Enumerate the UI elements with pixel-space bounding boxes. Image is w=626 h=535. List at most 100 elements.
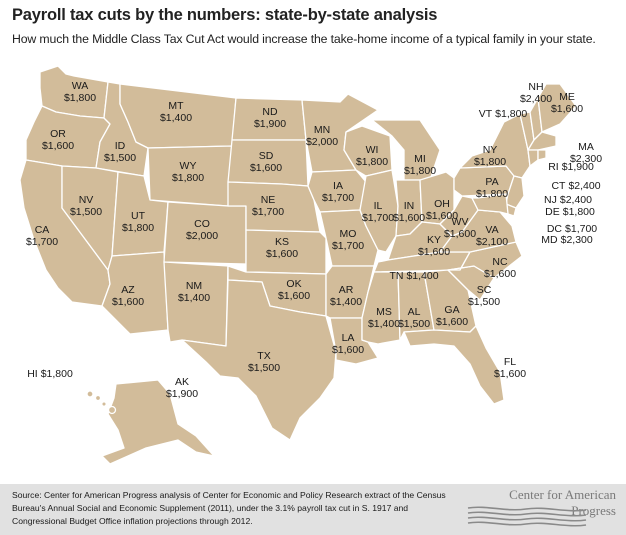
map-subtitle: How much the Middle Class Tax Cut Act wo…: [12, 32, 596, 46]
state-amount: $1,500: [467, 296, 501, 308]
state-label-nc: NC $1,600: [484, 256, 516, 280]
state-abbr: NY: [482, 144, 498, 156]
state-label-ga: GA $1,600: [436, 304, 468, 328]
state-label-ma: MA $2,300: [570, 141, 602, 165]
state-amount: $1,600: [425, 210, 459, 222]
state-amount: $2,400: [568, 180, 601, 192]
state-abbr: NV: [78, 194, 94, 206]
state-amount: $1,800: [475, 188, 509, 200]
state-amount: $1,700: [361, 212, 395, 224]
state-label-nd: ND $1,900: [254, 106, 286, 130]
state-abbr: VT: [478, 108, 493, 120]
state-abbr: MT: [168, 100, 184, 112]
state-label-md: MD $2,300: [541, 234, 592, 246]
state-abbr: SC: [476, 284, 492, 296]
map-title: Payroll tax cuts by the numbers: state-b…: [12, 6, 438, 24]
state-label-wi: WI $1,800: [356, 144, 388, 168]
state-abbr: MS: [376, 306, 392, 318]
state-label-ca: CA $1,700: [26, 224, 58, 248]
state-amount: $1,800: [355, 156, 389, 168]
state-label-ms: MS $1,400: [368, 306, 400, 330]
state-abbr: NC: [492, 256, 508, 268]
state-label-ny: NY $1,800: [474, 144, 506, 168]
state-amount: $1,400: [406, 270, 439, 282]
state-label-co: CO $2,000: [186, 218, 218, 242]
state-amount: $1,400: [177, 292, 211, 304]
state-shape-nm: [163, 261, 229, 347]
state-amount: $1,600: [550, 103, 584, 115]
state-label-oh: OH $1,600: [426, 198, 458, 222]
state-abbr: NH: [528, 81, 544, 93]
state-amount: $1,700: [565, 223, 598, 235]
state-label-ct: CT $2,400: [551, 180, 600, 192]
state-abbr: CO: [194, 218, 210, 230]
state-label-ok: OK $1,600: [278, 278, 310, 302]
state-amount: $1,900: [165, 388, 199, 400]
state-label-ks: KS $1,600: [266, 236, 298, 260]
state-abbr: OK: [286, 278, 302, 290]
state-label-mt: MT $1,400: [160, 100, 192, 124]
state-amount: $1,600: [331, 344, 365, 356]
state-label-mi: MI $1,800: [404, 153, 436, 177]
state-label-wy: WY $1,800: [172, 160, 204, 184]
state-amount: $1,600: [392, 212, 426, 224]
state-label-ri: RI $1,900: [548, 161, 594, 173]
state-abbr: IN: [403, 200, 415, 212]
state-abbr: VA: [485, 224, 499, 236]
state-label-mn: MN $2,000: [306, 124, 338, 148]
state-amount: $1,500: [397, 318, 431, 330]
state-label-in: IN $1,600: [393, 200, 425, 224]
state-amount: $1,600: [483, 268, 517, 280]
state-shape-ak: [101, 379, 215, 465]
state-amount: $1,600: [41, 140, 75, 152]
state-label-sc: SC $1,500: [468, 284, 500, 308]
state-abbr: MA: [578, 141, 594, 153]
state-label-la: LA $1,600: [332, 332, 364, 356]
state-abbr: OR: [50, 128, 66, 140]
state-amount: $1,800: [171, 172, 205, 184]
state-abbr: IL: [373, 200, 383, 212]
state-abbr: AK: [174, 376, 189, 388]
state-label-fl: FL $1,600: [494, 356, 526, 380]
state-shape-ri: [537, 149, 547, 161]
state-abbr: WV: [451, 216, 469, 228]
state-abbr: NJ: [544, 194, 557, 206]
state-amount: $2,300: [560, 234, 593, 246]
state-shape-tx: [181, 279, 337, 441]
state-amount: $2,400: [519, 93, 553, 105]
state-label-va: VA $2,100: [476, 224, 508, 248]
state-shape-il: [359, 169, 399, 253]
state-abbr: FL: [503, 356, 517, 368]
state-amount: $2,400: [559, 194, 592, 206]
state-amount: $1,800: [63, 92, 97, 104]
flag-stripes-icon: [467, 506, 587, 527]
state-label-vt: VT $1,800: [479, 108, 528, 120]
state-label-de: DE $1,800: [545, 206, 595, 218]
state-amount: $1,700: [321, 192, 355, 204]
state-abbr: AZ: [121, 284, 135, 296]
state-amount: $1,400: [367, 318, 401, 330]
state-label-ne: NE $1,700: [252, 194, 284, 218]
state-abbr: NM: [185, 280, 203, 292]
state-label-wv: WV $1,600: [444, 216, 476, 240]
state-label-ak: AK $1,900: [166, 376, 198, 400]
state-abbr: OH: [434, 198, 450, 210]
logo: Center for American Progress: [466, 487, 616, 529]
state-abbr: WA: [71, 80, 89, 92]
state-amount: $1,600: [111, 296, 145, 308]
state-amount: $1,800: [403, 165, 437, 177]
state-amount: $1,500: [247, 362, 281, 374]
state-abbr: TX: [257, 350, 271, 362]
state-amount: $1,700: [25, 236, 59, 248]
state-amount: $1,800: [495, 108, 528, 120]
state-abbr: DE: [545, 206, 560, 218]
state-amount: $1,700: [251, 206, 285, 218]
state-amount: $1,600: [443, 228, 477, 240]
state-abbr: CT: [551, 180, 566, 192]
state-abbr: MO: [339, 228, 357, 240]
state-label-nv: NV $1,500: [70, 194, 102, 218]
state-amount: $1,600: [417, 246, 451, 258]
state-amount: $1,400: [159, 112, 193, 124]
state-amount: $1,700: [331, 240, 365, 252]
state-abbr: MI: [414, 153, 426, 165]
